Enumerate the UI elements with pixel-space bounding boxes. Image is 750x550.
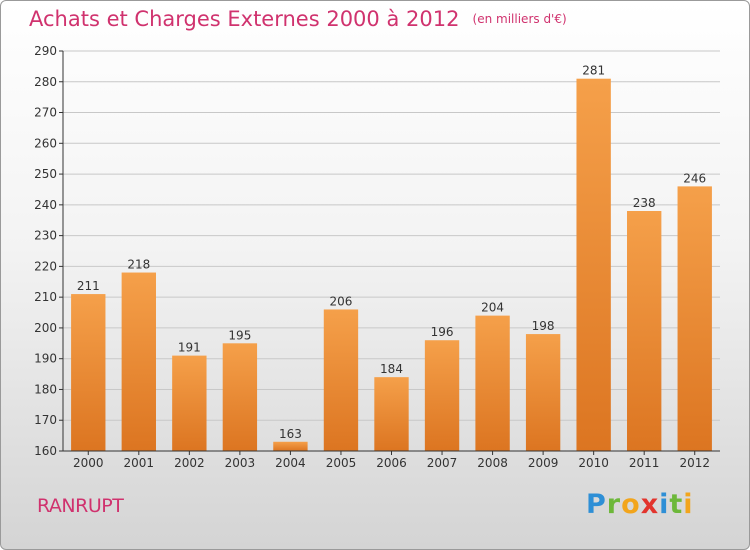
y-tick-label: 160 [34, 444, 57, 458]
data-label: 195 [228, 328, 251, 342]
bar [172, 355, 207, 451]
x-tick-label: 2007 [427, 456, 458, 470]
y-tick-label: 200 [34, 321, 57, 335]
data-label: 204 [481, 301, 504, 315]
bar [525, 334, 561, 451]
data-label: 246 [683, 171, 706, 185]
bar [71, 294, 106, 451]
bar [576, 78, 611, 451]
bar [374, 377, 409, 451]
bars [71, 78, 712, 451]
y-tick-label: 230 [34, 229, 57, 243]
y-tick-label: 250 [34, 167, 57, 181]
x-tick-label: 2000 [73, 456, 104, 470]
x-tick-label: 2003 [225, 456, 256, 470]
x-tick-label: 2005 [326, 456, 357, 470]
data-label: 198 [532, 319, 555, 333]
bar [121, 272, 156, 451]
data-label: 206 [330, 294, 353, 308]
data-label: 191 [178, 341, 201, 355]
logo-letter: t [669, 489, 684, 520]
bar [677, 186, 712, 451]
bar [627, 211, 662, 451]
bar [323, 309, 359, 451]
x-tick-label: 2009 [528, 456, 559, 470]
data-label: 211 [77, 279, 100, 293]
y-tick-label: 270 [34, 106, 57, 120]
x-tick-label: 2008 [477, 456, 508, 470]
bar [273, 441, 308, 451]
data-label: 184 [380, 362, 403, 376]
y-tick-label: 190 [34, 352, 57, 366]
data-label: 196 [431, 325, 454, 339]
data-label: 281 [582, 64, 605, 78]
data-label: 163 [279, 427, 302, 441]
commune-name: RANRUPT [37, 495, 124, 517]
y-tick-label: 210 [34, 290, 57, 304]
proxiti-logo[interactable]: Proxiti [586, 489, 694, 520]
x-tick-label: 2006 [376, 456, 407, 470]
chart-title: Achats et Charges Externes 2000 à 2012 [29, 7, 460, 31]
x-tick-label: 2001 [124, 456, 155, 470]
y-tick-label: 170 [34, 413, 57, 427]
logo-letter: i [659, 489, 670, 520]
bar [222, 343, 258, 451]
logo-letter: P [586, 489, 607, 520]
x-tick-label: 2011 [629, 456, 660, 470]
data-labels: 211 218 191 195 163 206 184 196 204 198 281 238 246 [77, 64, 706, 441]
x-tick-label: 2012 [679, 456, 710, 470]
data-label: 218 [127, 258, 150, 272]
y-tick-label: 180 [34, 382, 57, 396]
logo-letter: o [621, 489, 641, 520]
logo-letter: x [640, 489, 660, 520]
data-label: 238 [633, 196, 656, 210]
x-tick-label: 2002 [174, 456, 205, 470]
y-tick-label: 280 [34, 75, 57, 89]
y-tick-label: 220 [34, 259, 57, 273]
y-tick-label: 260 [34, 136, 57, 150]
bar [424, 340, 460, 451]
x-tick-label: 2004 [275, 456, 306, 470]
y-tick-label: 290 [34, 44, 57, 58]
logo-letter: r [606, 489, 622, 520]
bar [475, 315, 510, 451]
logo-letter: i [683, 489, 694, 520]
x-tick-label: 2010 [578, 456, 609, 470]
y-tick-label: 240 [34, 198, 57, 212]
axes: 160 170 180 190 200 210 220 230 240 250 260 270 280 2… [34, 44, 720, 470]
chart-subtitle: (en milliers d'€) [472, 12, 567, 26]
title-row: Achats et Charges Externes 2000 à 2012 (… [29, 7, 567, 31]
